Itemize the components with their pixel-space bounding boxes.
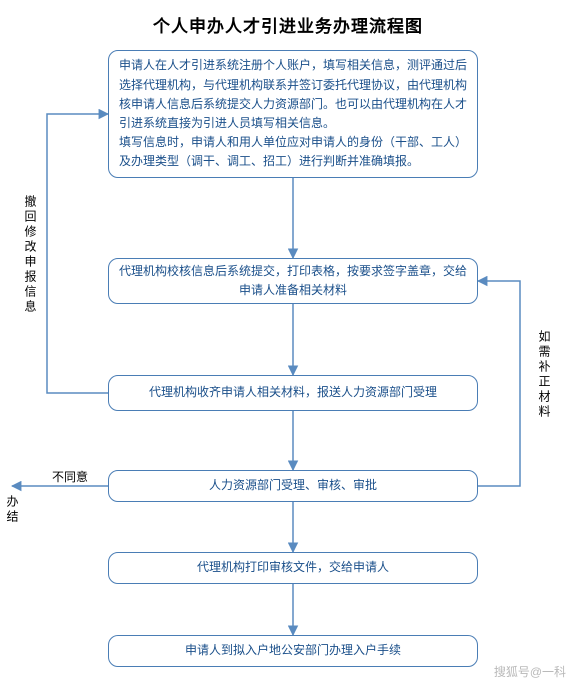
flow-edge-eback31 (47, 114, 108, 393)
flow-label-l_done_v: 办结 (4, 495, 21, 525)
watermark: 搜狐号@一科 (490, 662, 570, 681)
page-title: 个人申办人才引进业务办理流程图 (0, 0, 576, 37)
flow-node-n5: 代理机构打印审核文件，交给申请人 (108, 552, 478, 584)
flow-node-n6: 申请人到拟入户地公安部门办理入户手续 (108, 635, 478, 667)
flow-node-n1: 申请人在人才引进系统注册个人账户，填写相关信息，测评通过后选择代理机构，与代理机… (108, 50, 478, 178)
flow-node-n4: 人力资源部门受理、审核、审批 (108, 470, 478, 502)
flow-edge-eback42 (478, 281, 520, 486)
flow-node-n2: 代理机构校核信息后系统提交，打印表格，按要求签字盖章，交给申请人准备相关材料 (108, 258, 478, 304)
flow-label-l_right: 如需补正材料 (536, 330, 553, 420)
flow-node-n3: 代理机构收齐申请人相关材料，报送人力资源部门受理 (108, 375, 478, 411)
flow-label-l_disagree: 不同意 (52, 468, 88, 485)
flow-label-l_left: 撤回修改申报信息 (22, 195, 39, 315)
